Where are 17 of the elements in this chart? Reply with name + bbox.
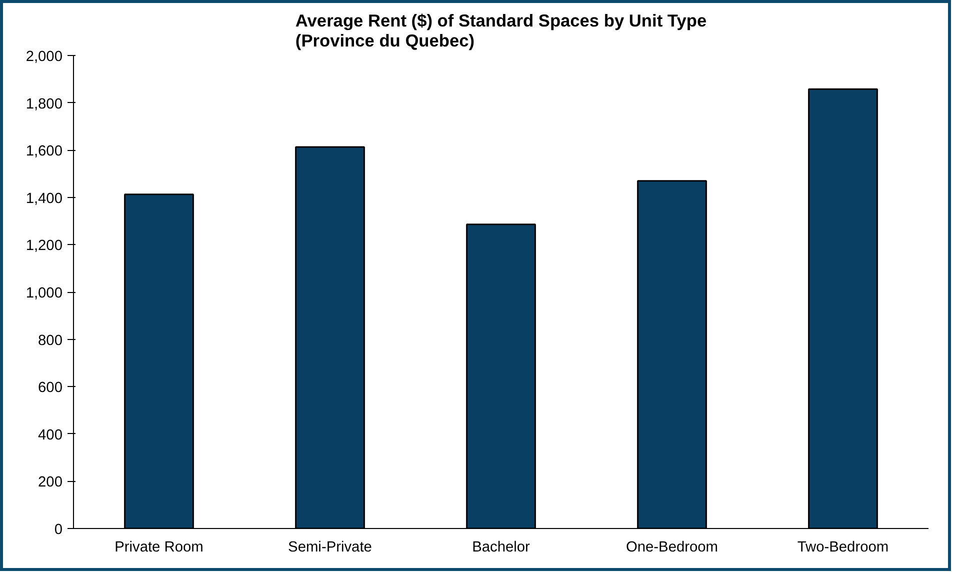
x-tick-label: One-Bedroom [626,540,718,556]
y-tick-label: 600 [38,380,63,396]
y-tick-label: 200 [38,474,63,491]
y-tick-label: 1,000 [26,286,63,302]
y-tick-label: 0 [54,522,63,538]
x-tick-label: Private Room [114,540,204,556]
chart-title: Average Rent ($) of Standard Spaces by Unit Type (Province du Quebec) [295,10,707,50]
y-tick-label: 400 [38,427,63,444]
x-tick-label: Two-Bedroom [797,540,889,556]
y-tick-label: 1,200 [26,238,63,254]
y-tick-label: 2,000 [26,49,63,65]
y-tick-label: 1,400 [26,190,63,207]
y-tick-label: 800 [38,332,63,349]
x-tick-label: Semi-Private [288,540,372,556]
x-tick-label: Bachelor [472,540,530,556]
y-tick-label: 1,800 [26,96,63,112]
y-tick-label: 1,600 [26,144,63,160]
